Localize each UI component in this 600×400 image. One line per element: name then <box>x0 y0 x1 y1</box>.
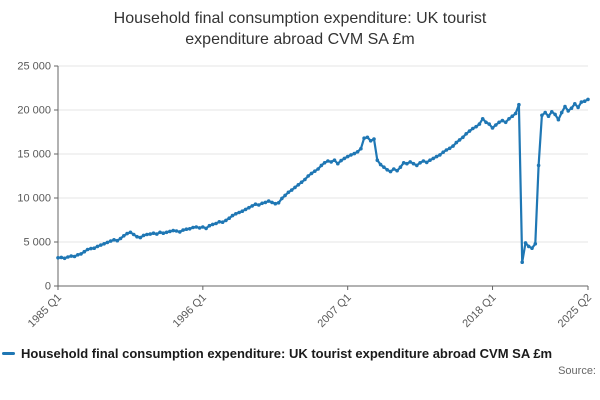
svg-text:2007 Q1: 2007 Q1 <box>315 292 353 330</box>
chart-title: Household final consumption expenditure:… <box>113 10 487 49</box>
svg-text:10 000: 10 000 <box>17 193 51 205</box>
line-chart-canvas: 0 5 000 10 000 15 000 20 000 25 000 1985 Q1 199… <box>17 61 594 330</box>
legend: Household final consumption expenditure:… <box>0 346 600 361</box>
source-label: Source: <box>558 365 596 378</box>
svg-text:5 000: 5 000 <box>23 237 51 249</box>
svg-text:1996 Q1: 1996 Q1 <box>171 292 209 330</box>
svg-text:0: 0 <box>45 281 51 293</box>
svg-text:25 000: 25 000 <box>17 61 51 73</box>
legend-label: Household final consumption expenditure:… <box>21 346 553 362</box>
svg-text:2025 Q2: 2025 Q2 <box>556 292 594 330</box>
svg-text:1985 Q1: 1985 Q1 <box>26 292 64 330</box>
svg-text:20 000: 20 000 <box>17 105 51 117</box>
svg-text:2018 Q1: 2018 Q1 <box>460 292 498 330</box>
svg-text:15 000: 15 000 <box>17 149 51 161</box>
legend-line-marker <box>2 352 15 356</box>
